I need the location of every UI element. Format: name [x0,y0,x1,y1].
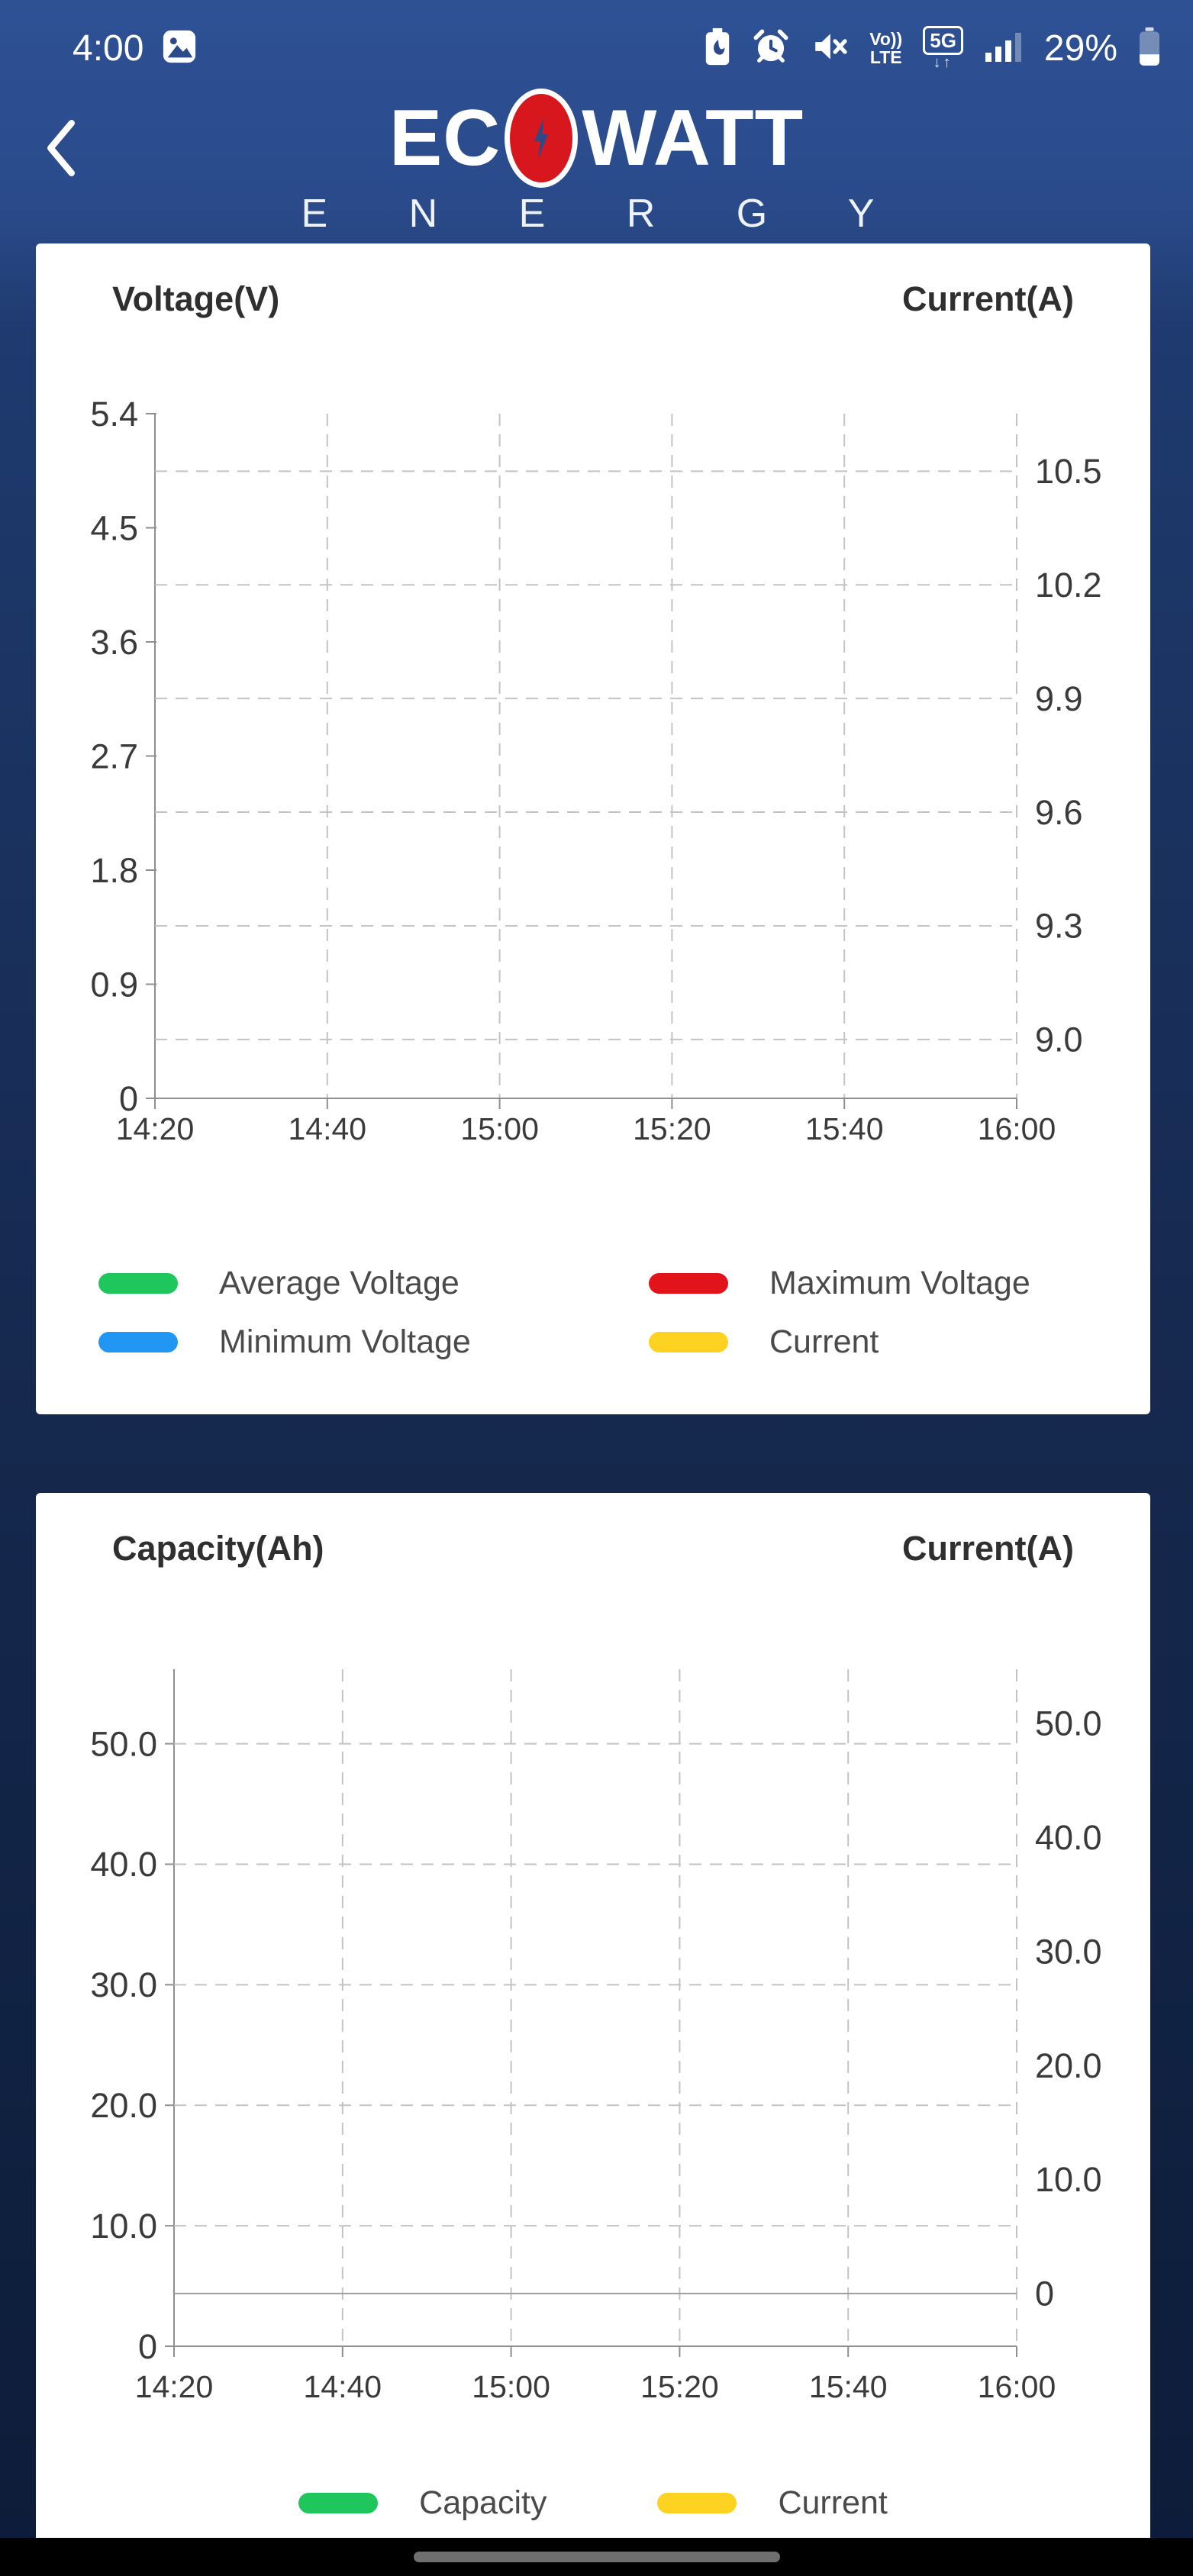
logo-bolt-icon [505,89,579,188]
logo-wordmark: EC WATT [389,89,804,188]
current-axis-title: Current(A) [902,279,1074,318]
left-tick-label: 5.4 [90,394,138,433]
app-bar: EC WATT E N E R G Y [0,87,1193,243]
voltage-axis-title: Voltage(V) [112,279,280,318]
chevron-left-icon [44,120,78,179]
alarm-icon [752,27,790,69]
logo-text-prefix: EC [389,94,501,182]
capacity-chart-card: Capacity(Ah) Current(A) 14:20 14:40 15:00 1… [36,1492,1150,2563]
legend-label: Minimum Voltage [219,1323,471,1360]
right-tick-label: 50.0 [1035,1704,1102,1743]
chart-svg: 14:20 14:40 15:00 15:20 15:40 16:00 5.4 4.5 3.6 2… [90,394,1102,1146]
back-button[interactable] [44,119,78,179]
voltage-chart-titles: Voltage(V) Current(A) [36,243,1150,318]
legend-item: Capacity [298,2484,547,2522]
current-axis-title-2: Current(A) [902,1528,1074,1568]
chart-svg: 14:20 14:40 15:00 15:20 15:40 16:00 50.0 40.0 30… [90,1669,1102,2404]
left-tick-label: 50.0 [90,1724,157,1763]
left-tick-label: 3.6 [90,622,138,661]
left-tick-label: 1.8 [90,850,138,889]
right-tick-label: 0 [1035,2275,1054,2313]
capacity-chart-titles: Capacity(Ah) Current(A) [36,1493,1150,1568]
legend-label: Current [778,2484,888,2521]
status-bar-right: Vo)) LTE 5G ↓↑ 29% [704,26,1161,70]
capacity-axis-title: Capacity(Ah) [112,1528,324,1568]
left-tick-label: 10.0 [90,2207,157,2246]
right-tick-label: 10.5 [1035,452,1102,491]
left-tick-label: 30.0 [90,1965,157,2004]
right-tick-label: 9.6 [1035,792,1083,831]
x-tick-label: 16:00 [978,2369,1056,2404]
x-tick-label: 14:20 [135,2369,214,2404]
left-tick-label: 2.7 [90,737,138,775]
volte-indicator: Vo)) LTE [869,30,902,66]
left-tick-label: 0 [138,2327,157,2366]
status-bar-left: 4:00 [73,27,197,69]
battery-percent: 29% [1043,27,1117,69]
legend-label: Average Voltage [219,1264,459,1301]
logo-subtitle: E N E R G Y [301,192,910,236]
left-tick-label: 40.0 [90,1845,157,1884]
gesture-pill[interactable] [413,2552,780,2562]
legend-label: Maximum Voltage [769,1264,1030,1301]
x-tick-label: 15:00 [460,1111,539,1146]
legend-swatch [649,1272,728,1294]
legend-item: Maximum Voltage [649,1265,1150,1302]
legend-item: Current [649,1323,1150,1361]
screenshot-icon [162,29,197,68]
legend-item: Average Voltage [98,1265,649,1302]
right-tick-label: 9.9 [1035,679,1083,717]
right-tick-label: 9.3 [1035,906,1083,945]
signal-icon [984,30,1024,67]
gesture-nav-bar [0,2538,1193,2576]
right-tick-label: 9.0 [1035,1020,1083,1059]
battery-saver-icon [704,27,731,69]
volte-top-label: Vo)) [869,29,903,49]
app-logo: EC WATT E N E R G Y [0,89,1193,237]
legend-swatch [649,1331,728,1352]
x-tick-label: 15:40 [805,1111,884,1146]
voltage-chart-card: Voltage(V) Current(A) 14:20 14:40 15:00 15:… [36,243,1150,1414]
x-tick-label: 15:20 [633,1111,711,1146]
right-tick-label: 30.0 [1035,1932,1102,1971]
data-arrows-icon: ↓↑ [933,54,953,71]
capacity-chart-canvas: 14:20 14:40 15:00 15:20 15:40 16:00 50.0 40.0 30… [36,1602,1150,2426]
legend-label: Current [769,1323,879,1360]
capacity-chart-legend: Capacity Current [36,2484,1150,2522]
left-tick-label: 0.9 [90,965,138,1004]
legend-item: Current [657,2484,888,2522]
left-tick-label: 0 [119,1078,138,1117]
right-tick-label: 20.0 [1035,2046,1102,2085]
x-tick-label: 15:20 [640,2369,719,2404]
right-tick-label: 40.0 [1035,1818,1102,1857]
x-tick-label: 15:40 [809,2369,888,2404]
right-tick-label: 10.2 [1035,566,1102,605]
x-tick-label: 14:40 [303,2369,382,2404]
right-tick-label: 10.0 [1035,2160,1102,2199]
x-tick-label: 15:00 [472,2369,550,2404]
left-tick-label: 20.0 [90,2086,157,2125]
x-tick-label: 14:40 [288,1111,366,1146]
voltage-chart-canvas: 14:20 14:40 15:00 15:20 15:40 16:00 5.4 4.5 3.6 2… [36,349,1150,1158]
voltage-chart-legend: Average Voltage Maximum Voltage Minimum Vo… [36,1265,1150,1361]
x-tick-label: 14:20 [116,1111,195,1146]
volte-bottom-label: LTE [869,47,902,67]
network-type-label: 5G [923,26,963,55]
battery-icon [1138,27,1161,70]
network-5g-indicator: 5G ↓↑ [923,26,963,70]
legend-swatch [98,1272,178,1294]
status-bar: 4:00 Vo)) LTE 5G ↓↑ [0,0,1193,87]
legend-swatch [98,1331,178,1352]
legend-item: Minimum Voltage [98,1323,649,1361]
legend-label: Capacity [419,2484,547,2521]
x-tick-label: 16:00 [978,1111,1056,1146]
logo-text-suffix: WATT [582,94,804,182]
left-tick-label: 4.5 [90,508,138,547]
clock: 4:00 [73,27,144,69]
legend-swatch [657,2493,737,2513]
legend-swatch [298,2493,379,2513]
mute-icon [811,27,849,69]
